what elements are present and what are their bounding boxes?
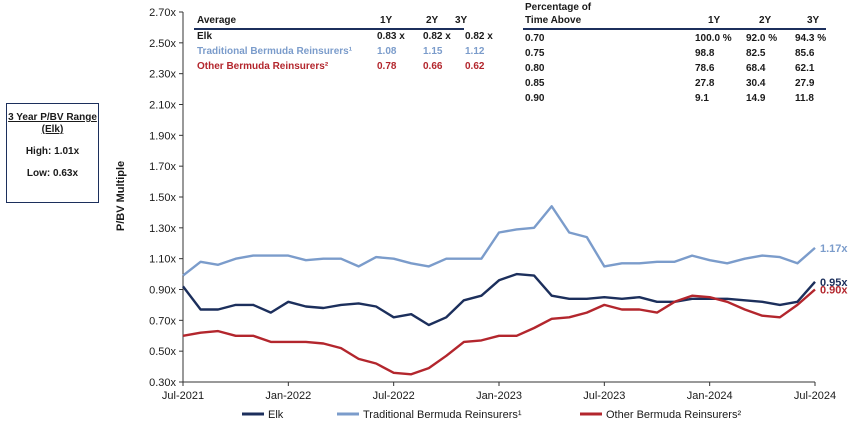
- percentage-cell: 68.4: [746, 63, 766, 74]
- average-header-label: Average: [197, 15, 237, 26]
- series-line: [182, 288, 816, 376]
- x-tick-label: Jan-2023: [476, 390, 522, 402]
- percentage-cell: 30.4: [746, 78, 766, 89]
- percentage-cell: 85.6: [795, 48, 815, 59]
- percentage-cell: 98.8: [695, 48, 715, 59]
- average-row-name: Elk: [197, 31, 213, 42]
- average-header-2y: 2Y: [426, 15, 439, 26]
- percentage-header-1y: 1Y: [708, 15, 721, 26]
- percentage-cell: 94.3 %: [795, 33, 827, 44]
- percentage-header-line1: Percentage of: [525, 2, 592, 13]
- legend-label: Other Bermuda Reinsurers²: [606, 409, 741, 421]
- series-layer: [182, 205, 816, 376]
- y-tick-label: 1.50x: [149, 192, 176, 204]
- percentage-cell: 92.0 %: [746, 33, 778, 44]
- percentage-cell: 0.80: [525, 63, 545, 74]
- percentage-cell: 78.6: [695, 63, 715, 74]
- series-end-label: 0.90x: [820, 285, 848, 297]
- x-tick-label: Jan-2024: [687, 390, 733, 402]
- series-line: [182, 205, 816, 277]
- percentage-table: Percentage of Time Above 1Y 2Y 3Y 0.70 10…: [525, 2, 830, 104]
- average-table: Average 1Y 2Y 3Y Elk 0.83 x 0.82 x 0.82 …: [197, 15, 493, 75]
- y-tick-label: 0.90x: [149, 285, 176, 297]
- pbv-range-high: High: 1.01x: [25, 146, 80, 157]
- x-axis: Jul-2021 Jan-2022 Jul-2022 Jan-2023 Jul-2023…: [162, 381, 836, 402]
- y-tick-label: 0.50x: [149, 346, 176, 358]
- percentage-header-line2: Time Above: [525, 15, 582, 26]
- legend: Elk Traditional Bermuda Reinsurers¹ Other …: [242, 409, 741, 421]
- average-row-3y: 0.82 x: [465, 31, 493, 42]
- y-tick-label: 2.70x: [149, 7, 176, 19]
- percentage-cell: 27.9: [795, 78, 815, 89]
- x-tick-label: Jul-2022: [373, 390, 415, 402]
- legend-item: Other Bermuda Reinsurers²: [580, 409, 741, 421]
- percentage-cell: 0.75: [525, 48, 545, 59]
- series-end-label: 1.17x: [820, 243, 848, 255]
- y-tick-label: 0.30x: [149, 377, 176, 389]
- average-row-2y: 0.66: [423, 61, 443, 72]
- average-row-name: Other Bermuda Reinsurers²: [197, 61, 329, 72]
- y-tick-label: 1.90x: [149, 130, 176, 142]
- percentage-cell: 0.70: [525, 33, 545, 44]
- percentage-cell: 9.1: [695, 93, 709, 104]
- average-row-1y: 0.83 x: [377, 31, 405, 42]
- percentage-cell: 62.1: [795, 63, 815, 74]
- pbv-range-title: 3 Year P/BV Range (Elk): [8, 112, 97, 135]
- y-tick-label: 0.70x: [149, 315, 176, 327]
- percentage-cell: 27.8: [695, 78, 715, 89]
- percentage-cell: 14.9: [746, 93, 766, 104]
- average-row-1y: 0.78: [377, 61, 397, 72]
- legend-label: Elk: [268, 409, 284, 421]
- y-tick-label: 2.10x: [149, 100, 176, 112]
- average-header-3y: 3Y: [455, 15, 468, 26]
- pbv-range-low: Low: 0.63x: [26, 168, 79, 179]
- y-axis: 0.30x 0.50x 0.70x 0.90x 1.10x 1.30x 1.50x 1.70x…: [149, 7, 184, 389]
- average-row-name: Traditional Bermuda Reinsurers¹: [197, 46, 353, 57]
- x-tick-label: Jul-2024: [794, 390, 836, 402]
- percentage-header-3y: 3Y: [807, 15, 820, 26]
- x-tick-label: Jul-2023: [583, 390, 625, 402]
- average-row-3y: 1.12: [465, 46, 485, 57]
- y-tick-label: 1.70x: [149, 161, 176, 173]
- y-tick-label: 2.50x: [149, 38, 176, 50]
- percentage-cell: 11.8: [795, 93, 814, 104]
- y-tick-label: 1.10x: [149, 254, 176, 266]
- x-tick-label: Jan-2022: [265, 390, 311, 402]
- legend-item: Traditional Bermuda Reinsurers¹: [337, 409, 522, 421]
- average-row-2y: 1.15: [423, 46, 443, 57]
- y-tick-label: 1.30x: [149, 223, 176, 235]
- y-tick-label: 2.30x: [149, 69, 176, 81]
- percentage-header-2y: 2Y: [759, 15, 772, 26]
- x-tick-label: Jul-2021: [162, 390, 204, 402]
- series-end-label: 0.95x: [820, 277, 848, 289]
- legend-item: Elk: [242, 409, 284, 421]
- average-row-3y: 0.62: [465, 61, 485, 72]
- percentage-cell: 82.5: [746, 48, 766, 59]
- legend-label: Traditional Bermuda Reinsurers¹: [363, 409, 522, 421]
- percentage-cell: 0.90: [525, 93, 545, 104]
- average-row-2y: 0.82 x: [423, 31, 451, 42]
- y-axis-label: P/BV Multiple: [115, 161, 127, 231]
- series-line: [182, 272, 816, 327]
- average-row-1y: 1.08: [377, 46, 397, 57]
- percentage-cell: 0.85: [525, 78, 545, 89]
- percentage-cell: 100.0 %: [695, 33, 732, 44]
- pbv-range-box: 3 Year P/BV Range (Elk) High: 1.01x Low:…: [6, 103, 99, 203]
- average-header-1y: 1Y: [380, 15, 393, 26]
